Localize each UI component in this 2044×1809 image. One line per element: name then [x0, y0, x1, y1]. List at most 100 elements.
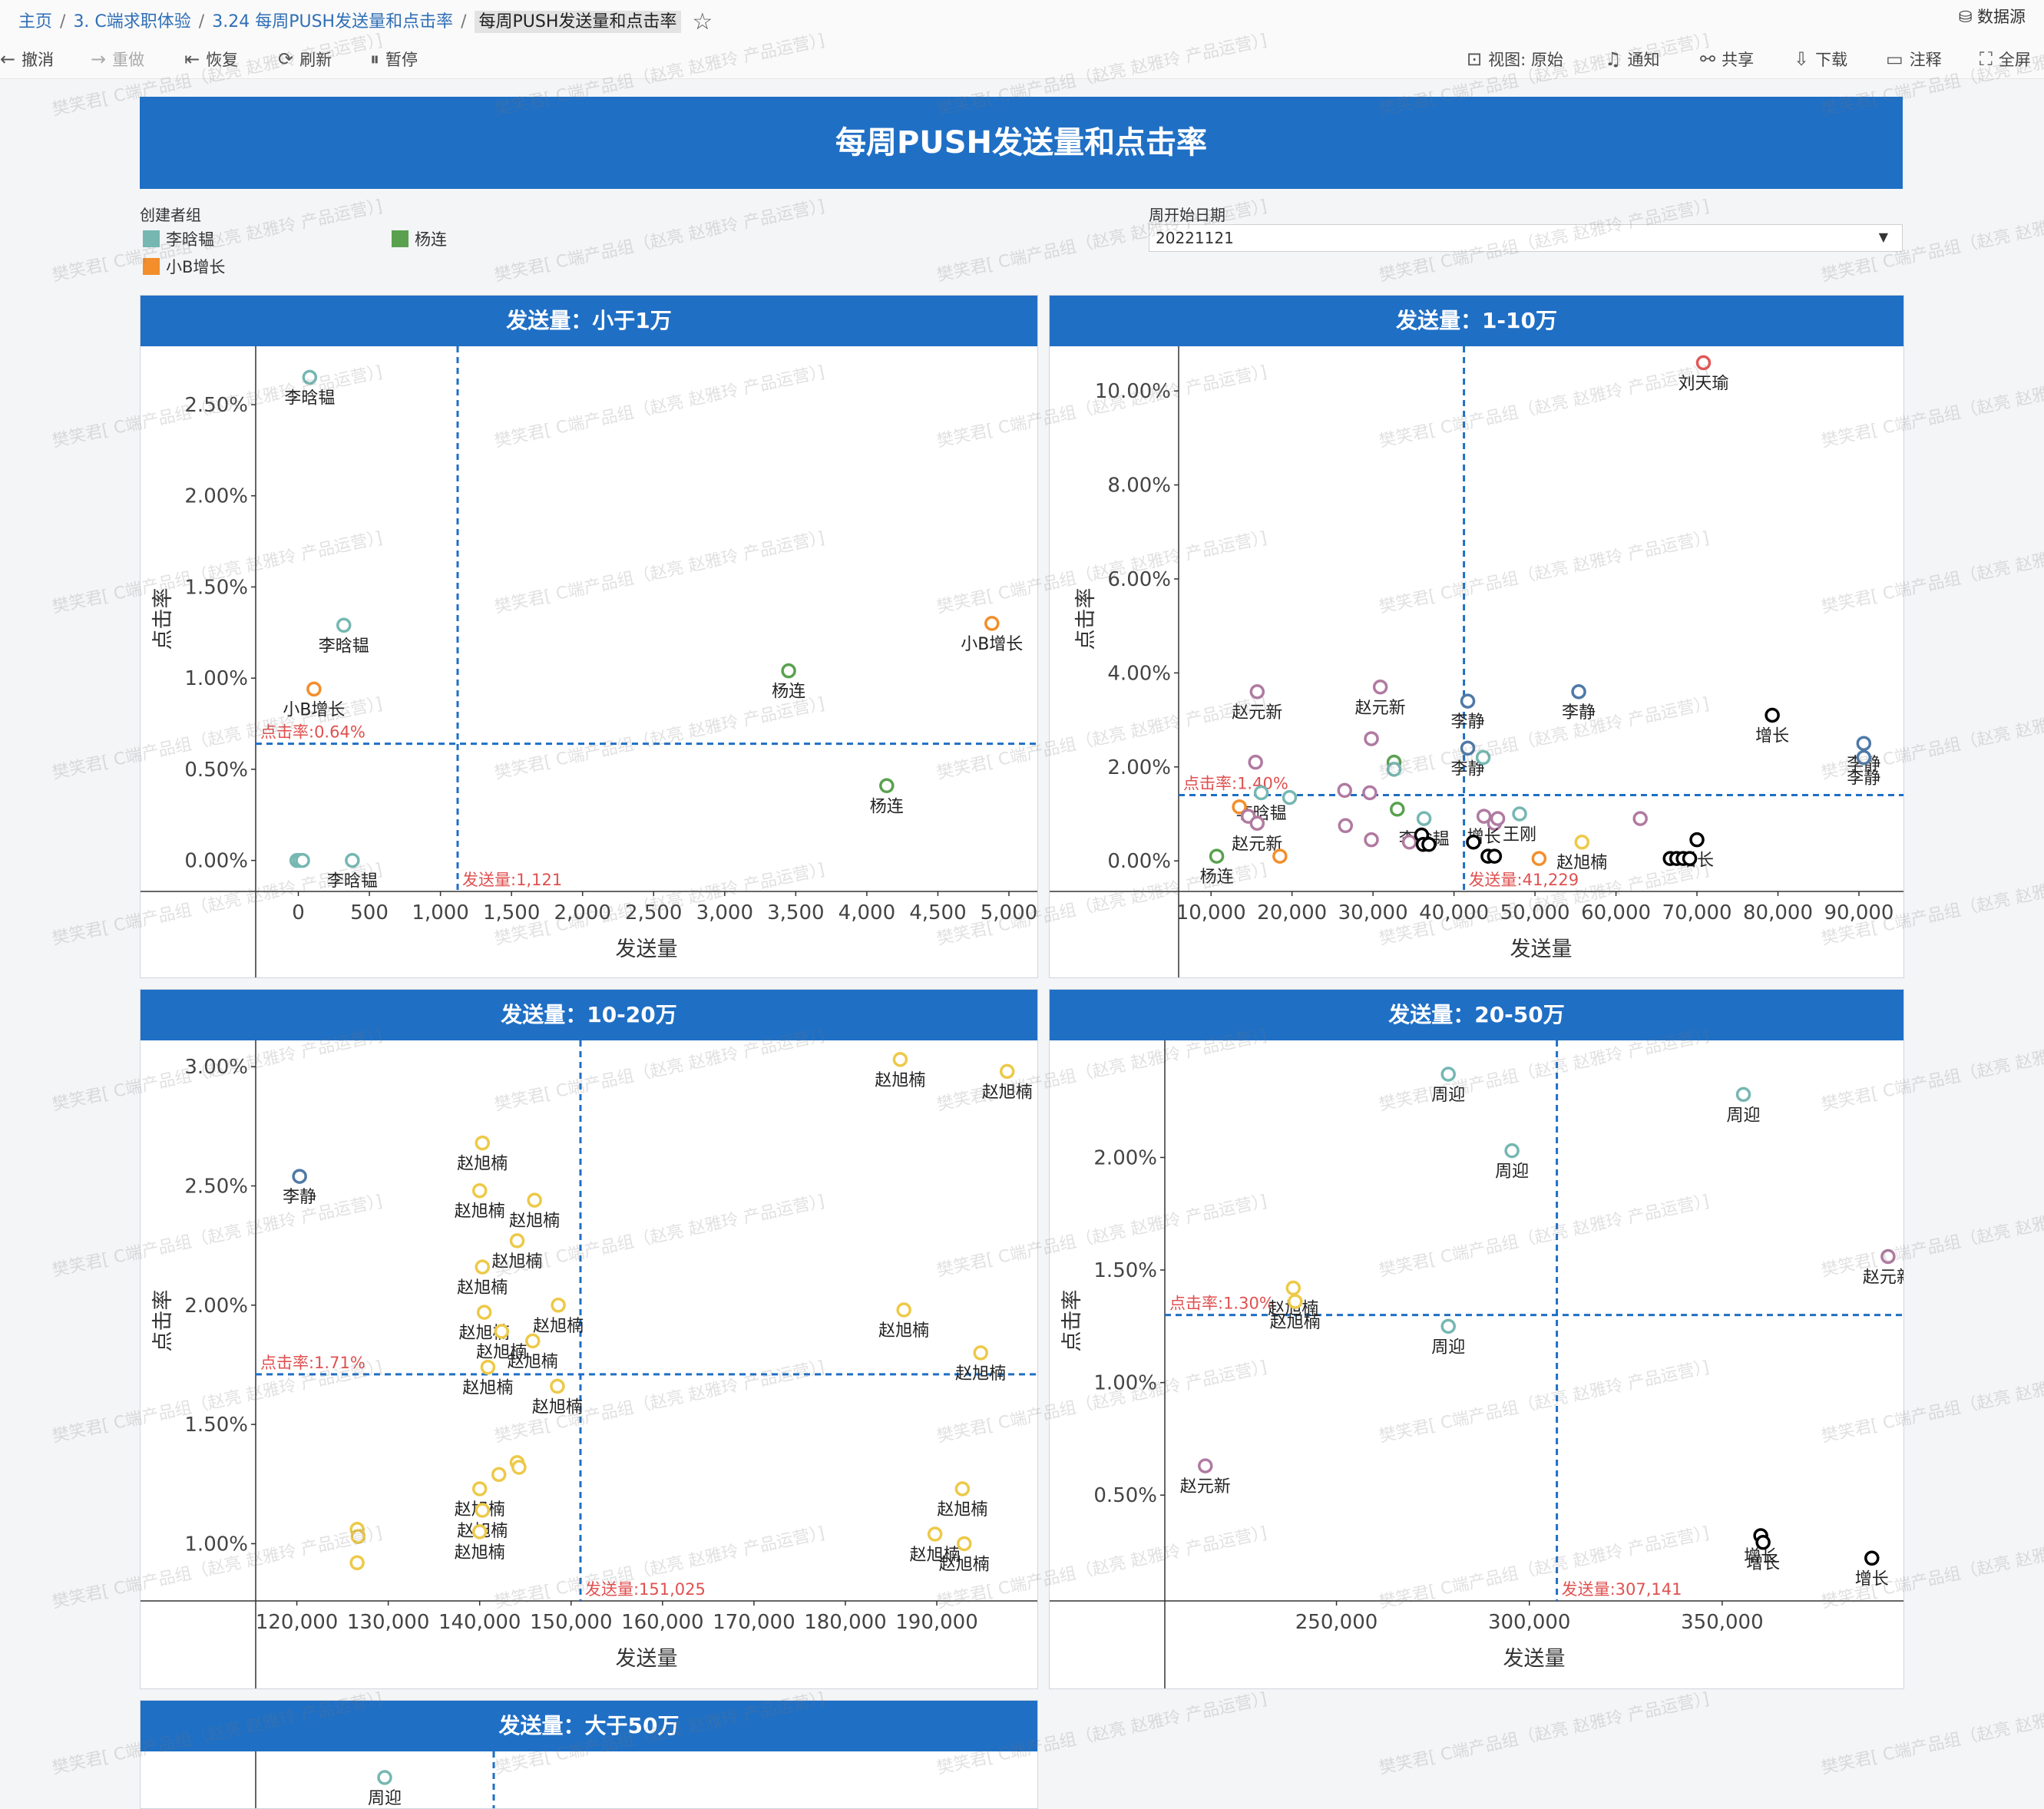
- data-point: [292, 1169, 307, 1184]
- data-label: 小B增长: [961, 635, 1023, 654]
- y-tick-label: 4.00%: [1107, 662, 1171, 685]
- reference-label-x: 发送量:307,141: [1562, 1580, 1682, 1599]
- data-point: [1574, 834, 1590, 850]
- data-point: [1288, 1294, 1303, 1309]
- legend-item[interactable]: 李晗韫: [143, 227, 214, 250]
- data-label: 赵旭楠: [533, 1317, 584, 1336]
- data-point: [1571, 684, 1586, 699]
- data-label: 李静: [283, 1188, 316, 1207]
- x-tick-label: 30,000: [1338, 901, 1408, 924]
- data-label: 李静: [1562, 703, 1596, 723]
- data-point: [1440, 1318, 1456, 1334]
- fullscreen-button[interactable]: ⛶ 全屏: [1980, 48, 2031, 71]
- data-label: 周迎: [1495, 1162, 1529, 1182]
- comment-button[interactable]: ▭ 注释: [1886, 48, 1942, 71]
- view-button[interactable]: ⊡ 视图: 原始: [1467, 48, 1563, 71]
- data-point: [1531, 851, 1547, 866]
- data-label: 赵旭楠: [878, 1321, 929, 1341]
- reference-label-y: 点击率:1.40%: [1183, 775, 1288, 793]
- data-point: [475, 1135, 491, 1151]
- data-label: 增长: [1746, 1554, 1780, 1573]
- chart-panel-200k-500k: 发送量：20-50万 0.50% 1.00% 1.50% 2.00% 250,000 30…: [1049, 989, 1904, 1689]
- data-point: [1282, 789, 1298, 805]
- breadcrumb-workbook[interactable]: 3.24 每周PUSH发送量和点击率: [212, 12, 454, 31]
- x-tick-label: 2,500: [625, 901, 682, 924]
- data-point: [1421, 837, 1437, 852]
- refresh-button[interactable]: ⟳ 刷新: [278, 48, 332, 71]
- data-point: [1285, 1280, 1301, 1296]
- data-point: [973, 1345, 988, 1361]
- legend-item[interactable]: 小B增长: [143, 255, 225, 278]
- data-point: [527, 1192, 542, 1208]
- data-label: 增长: [1855, 1569, 1889, 1589]
- undo-arrow-icon: ←: [0, 48, 16, 70]
- redo-label: 重做: [112, 51, 145, 69]
- data-point: [781, 663, 796, 679]
- breadcrumb-separator: /: [461, 12, 467, 31]
- data-label: 杨连: [870, 797, 904, 816]
- revert-label: 恢复: [206, 51, 239, 69]
- redo-button[interactable]: → 重做: [91, 48, 144, 71]
- data-point: [345, 852, 360, 868]
- data-point: [956, 1536, 972, 1552]
- undo-button[interactable]: ← 撤消: [0, 48, 54, 71]
- notify-button[interactable]: ♫ 通知: [1605, 48, 1660, 71]
- data-label: 李静: [1451, 713, 1485, 732]
- y-tick-label: 2.50%: [184, 394, 248, 417]
- y-tick-label: 1.00%: [184, 1533, 248, 1556]
- data-label: 赵元新: [1232, 703, 1282, 723]
- data-point: [1232, 799, 1247, 815]
- data-point: [306, 681, 322, 697]
- breadcrumb-home[interactable]: 主页: [18, 12, 53, 31]
- x-tick-label: 170,000: [713, 1611, 795, 1634]
- data-point: [302, 369, 318, 385]
- datasource-button[interactable]: ⛁ 数据源: [1959, 5, 2026, 28]
- data-label: 赵元新: [1232, 835, 1282, 854]
- favorite-star-icon[interactable]: ☆: [692, 8, 713, 35]
- legend-item[interactable]: 杨连: [392, 227, 447, 250]
- chart-title: 发送量：小于1万: [141, 296, 1037, 346]
- data-label: 李静: [1847, 769, 1880, 789]
- scatter-chart: 0.00% 2.00% 4.00% 6.00% 8.00% 10.00% 10,000 20,…: [1050, 346, 1903, 977]
- share-button[interactable]: ⚯ 共享: [1700, 48, 1754, 71]
- data-label: 赵旭楠: [1556, 854, 1607, 873]
- data-point: [471, 1524, 488, 1539]
- data-label: 李晗韫: [327, 872, 378, 891]
- x-tick-label: 60,000: [1581, 901, 1651, 924]
- x-tick-label: 0: [292, 901, 305, 924]
- comment-icon: ▭: [1886, 48, 1903, 70]
- x-tick-label: 70,000: [1662, 901, 1732, 924]
- reference-label-x: 发送量:151,025: [585, 1580, 706, 1599]
- y-tick-label: 1.50%: [184, 576, 248, 599]
- data-point: [1390, 802, 1405, 817]
- data-label: 增长: [1755, 726, 1789, 746]
- data-point: [1416, 811, 1432, 826]
- breadcrumb-project[interactable]: 3. C端求职体验: [73, 12, 191, 31]
- legend-label: 李晗韫: [166, 230, 214, 249]
- data-point: [984, 616, 1000, 631]
- view-icon: ⊡: [1467, 48, 1483, 70]
- pause-button[interactable]: ⏸ 暂停: [370, 48, 418, 71]
- data-point: [377, 1770, 392, 1785]
- data-label: 赵旭楠: [455, 1202, 505, 1222]
- download-button[interactable]: ⇩ 下载: [1794, 48, 1847, 71]
- data-point: [1695, 355, 1712, 371]
- legend-swatch: [143, 230, 160, 247]
- reference-label-y: 点击率:1.71%: [260, 1354, 365, 1372]
- data-point: [1476, 809, 1492, 824]
- chart-title: 发送量：大于50万: [141, 1701, 1037, 1751]
- data-point: [1337, 782, 1352, 799]
- watermark-text: 樊笑君[ C端产品组（赵亮 赵雅玲 产品运营）]: [1378, 1689, 1711, 1778]
- pause-icon: ⏸: [370, 48, 379, 70]
- week-start-select[interactable]: 20221121 ▼: [1149, 224, 1903, 252]
- x-tick-label: 50,000: [1500, 901, 1570, 924]
- data-label: 增长: [1744, 1547, 1778, 1566]
- x-tick-label: 120,000: [256, 1611, 339, 1634]
- filter-title: 周开始日期: [1149, 206, 1225, 224]
- revert-button[interactable]: ⇤ 恢复: [184, 48, 238, 71]
- x-tick-label: 10,000: [1176, 901, 1246, 924]
- y-tick-label: 8.00%: [1107, 475, 1171, 498]
- data-label: 赵旭楠: [462, 1379, 513, 1398]
- data-point: [1856, 749, 1872, 766]
- data-label: 杨连: [772, 683, 805, 702]
